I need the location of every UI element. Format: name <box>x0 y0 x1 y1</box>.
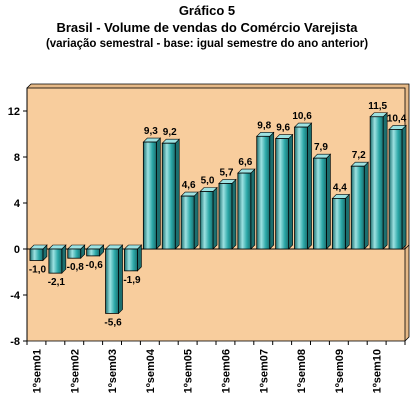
data-label: 9,6 <box>276 123 290 134</box>
bar <box>161 142 176 250</box>
bar-side <box>382 112 388 250</box>
x-tick-label: 1ºsem06 <box>220 349 232 393</box>
data-label: 6,6 <box>238 157 252 168</box>
data-label: 7,9 <box>314 142 328 153</box>
chart-title: Gráfico 5 <box>178 3 236 18</box>
bar <box>388 128 403 250</box>
bar <box>313 157 327 250</box>
y-tick-label: 8 <box>14 152 20 164</box>
y-tick-label: -4 <box>10 290 21 302</box>
zero-baseline-depth <box>404 244 410 250</box>
data-label: -2,1 <box>48 277 66 288</box>
bar <box>67 248 82 259</box>
x-tick-label: 1ºsem04 <box>145 348 157 393</box>
data-label: -5,6 <box>104 317 122 328</box>
bar <box>124 248 138 272</box>
y-tick-label: 12 <box>8 106 20 118</box>
x-tick-label: 1ºsem07 <box>258 349 270 393</box>
y-tick-label: 4 <box>14 198 21 210</box>
bar-side <box>61 244 67 274</box>
bar <box>369 116 384 250</box>
x-tick-label: 1ºsem03 <box>107 349 119 393</box>
bar-side <box>250 168 256 250</box>
bar <box>48 248 63 274</box>
y-tick-label: 0 <box>14 244 20 256</box>
data-label: 4,4 <box>333 182 347 193</box>
bar <box>331 197 346 250</box>
data-label: 5,0 <box>201 176 215 187</box>
x-tick-label: 1ºsem05 <box>183 349 195 393</box>
data-label: 9,2 <box>163 127 177 138</box>
x-tick-label: 1ºsem10 <box>372 349 384 393</box>
bar <box>105 248 119 314</box>
bar-side <box>401 124 407 250</box>
data-label: 4,6 <box>182 180 196 191</box>
bar-side <box>193 191 199 250</box>
data-label: 5,7 <box>219 167 233 178</box>
x-tick-label: 1ºsem09 <box>334 349 346 393</box>
bar <box>199 191 214 250</box>
bar-side <box>288 133 293 250</box>
bar <box>275 138 290 250</box>
x-tick-label: 1ºsem08 <box>296 349 308 393</box>
data-label: 9,3 <box>144 126 158 137</box>
y-tick-label: -8 <box>10 336 20 348</box>
bar <box>350 165 365 250</box>
bar-side <box>363 161 369 250</box>
bar-side <box>212 186 218 250</box>
bar <box>218 183 233 250</box>
data-label: 7,2 <box>352 150 366 161</box>
bar-side <box>137 244 142 272</box>
chart-subtitle: Brasil - Volume de vendas do Comércio Va… <box>56 20 358 35</box>
bar-side <box>269 131 275 250</box>
chart-note: (variação semestral - base: igual semest… <box>45 38 369 50</box>
bar-side <box>307 122 312 250</box>
bar <box>142 141 157 250</box>
data-label: -0,8 <box>67 262 85 273</box>
data-label: 11,5 <box>368 101 387 112</box>
bar <box>294 126 308 250</box>
x-tick-label: 1ºsem01 <box>31 349 43 393</box>
bar <box>180 195 195 250</box>
bar <box>237 172 252 250</box>
x-tick-label: 1ºsem02 <box>69 349 81 393</box>
bar <box>256 135 271 250</box>
data-label: 10,4 <box>387 113 407 124</box>
bar-side <box>174 138 180 250</box>
bar-side <box>231 178 237 250</box>
data-label: -1,0 <box>29 265 47 276</box>
bar <box>86 248 101 257</box>
bar-side <box>156 137 161 250</box>
bar-side <box>326 153 331 250</box>
data-label: -1,9 <box>123 275 141 286</box>
data-label: -0,6 <box>86 260 104 271</box>
bar <box>29 248 44 261</box>
bar-side <box>118 244 123 315</box>
data-label: 9,8 <box>257 120 271 131</box>
data-label: 10,6 <box>292 111 312 122</box>
bar-side <box>345 193 350 250</box>
